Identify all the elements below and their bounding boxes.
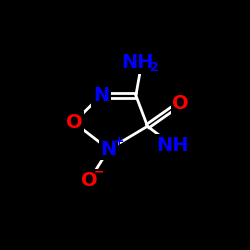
Text: N: N bbox=[93, 86, 109, 105]
Text: NH: NH bbox=[156, 136, 189, 155]
Text: O: O bbox=[81, 171, 98, 190]
Text: O: O bbox=[66, 113, 82, 132]
Text: −: − bbox=[94, 166, 104, 179]
Text: O: O bbox=[172, 94, 189, 113]
Text: N: N bbox=[100, 140, 117, 159]
Text: NH: NH bbox=[122, 53, 154, 72]
Text: +: + bbox=[114, 135, 124, 148]
Text: 2: 2 bbox=[150, 61, 159, 74]
